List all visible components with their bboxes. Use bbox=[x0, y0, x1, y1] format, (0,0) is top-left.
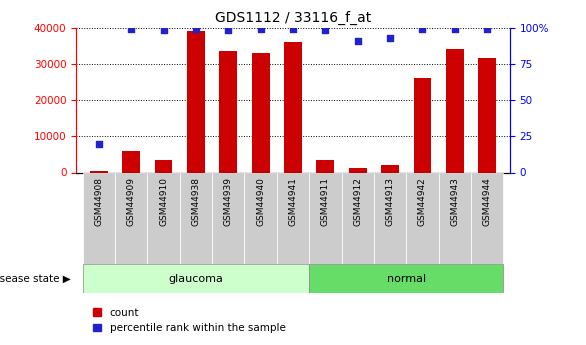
Point bbox=[418, 26, 427, 32]
Point bbox=[450, 26, 459, 32]
Bar bbox=[244, 172, 277, 264]
Text: GSM44912: GSM44912 bbox=[353, 177, 362, 226]
Point bbox=[94, 141, 104, 146]
Text: normal: normal bbox=[387, 274, 426, 284]
Text: disease state ▶: disease state ▶ bbox=[0, 274, 70, 284]
Text: GSM44908: GSM44908 bbox=[94, 177, 103, 226]
Bar bbox=[439, 172, 471, 264]
Bar bbox=[155, 160, 172, 172]
Bar bbox=[147, 172, 180, 264]
Bar bbox=[446, 49, 464, 172]
Bar bbox=[342, 172, 374, 264]
Bar bbox=[309, 172, 342, 264]
Bar bbox=[252, 53, 270, 172]
Point bbox=[224, 28, 233, 33]
Text: GSM44944: GSM44944 bbox=[483, 177, 492, 226]
Point bbox=[127, 26, 136, 32]
Bar bbox=[284, 42, 302, 172]
Bar bbox=[471, 172, 503, 264]
Bar bbox=[180, 172, 212, 264]
Text: GSM44911: GSM44911 bbox=[321, 177, 330, 226]
Bar bbox=[83, 264, 309, 293]
Bar bbox=[115, 172, 147, 264]
Text: GSM44913: GSM44913 bbox=[386, 177, 394, 226]
Bar bbox=[381, 165, 399, 172]
Bar bbox=[277, 172, 309, 264]
Bar bbox=[374, 172, 406, 264]
Bar bbox=[212, 172, 244, 264]
Bar bbox=[90, 171, 108, 172]
Bar bbox=[316, 160, 334, 172]
Text: GSM44939: GSM44939 bbox=[224, 177, 233, 226]
Bar bbox=[414, 78, 431, 172]
Point bbox=[482, 26, 492, 32]
Bar bbox=[122, 151, 140, 172]
Title: GDS1112 / 33116_f_at: GDS1112 / 33116_f_at bbox=[215, 11, 371, 25]
Bar bbox=[83, 172, 115, 264]
Point bbox=[159, 28, 168, 33]
Bar bbox=[478, 58, 496, 172]
Text: GSM44942: GSM44942 bbox=[418, 177, 427, 226]
Point bbox=[353, 38, 362, 43]
Bar bbox=[309, 264, 503, 293]
Point bbox=[191, 26, 200, 32]
Point bbox=[321, 28, 330, 33]
Text: GSM44938: GSM44938 bbox=[192, 177, 200, 226]
Legend: count, percentile rank within the sample: count, percentile rank within the sample bbox=[93, 308, 285, 333]
Text: GSM44910: GSM44910 bbox=[159, 177, 168, 226]
Bar bbox=[219, 51, 237, 172]
Point bbox=[386, 35, 395, 40]
Point bbox=[256, 26, 265, 32]
Bar bbox=[187, 31, 205, 173]
Text: GSM44943: GSM44943 bbox=[450, 177, 459, 226]
Point bbox=[288, 26, 298, 32]
Bar bbox=[406, 172, 439, 264]
Text: GSM44909: GSM44909 bbox=[127, 177, 136, 226]
Text: glaucoma: glaucoma bbox=[169, 274, 223, 284]
Bar bbox=[349, 168, 367, 172]
Text: GSM44941: GSM44941 bbox=[288, 177, 298, 226]
Text: GSM44940: GSM44940 bbox=[256, 177, 265, 226]
